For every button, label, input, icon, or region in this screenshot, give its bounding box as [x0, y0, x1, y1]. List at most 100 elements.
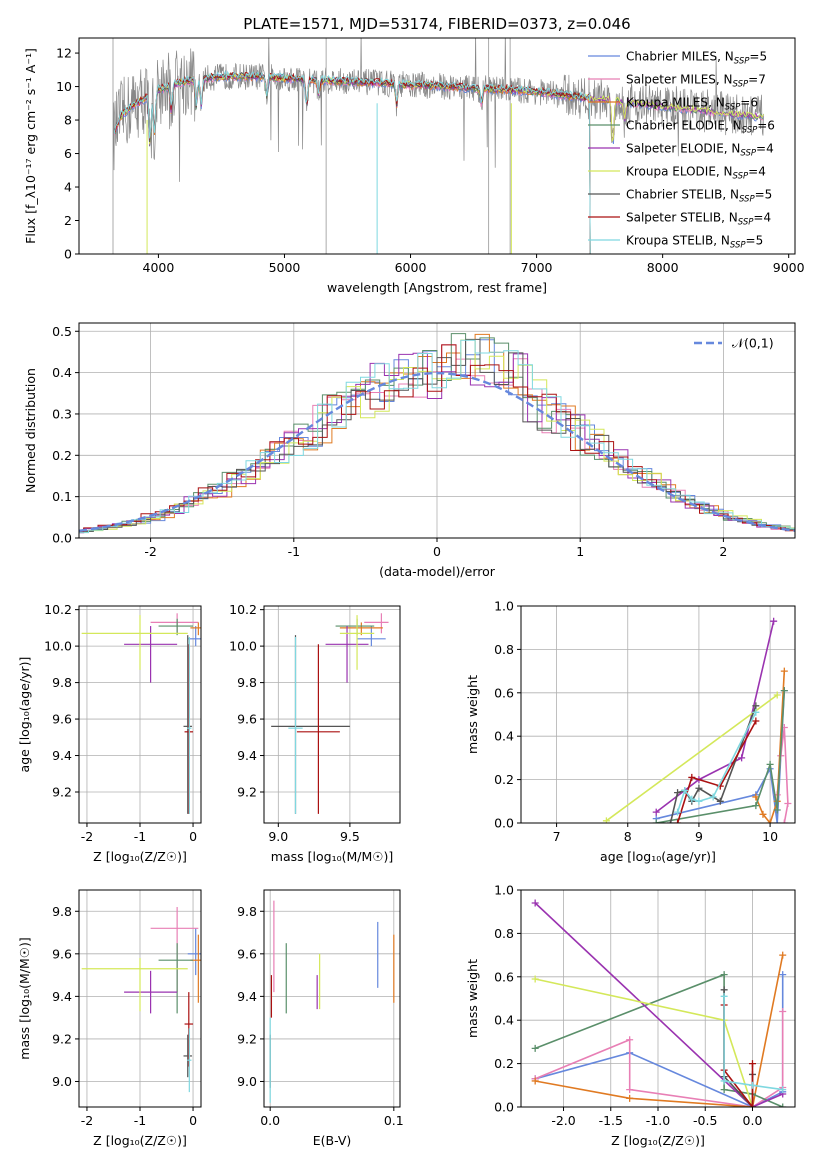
legend-nssp-sub: SSP	[733, 172, 749, 182]
point-kroupa-stelib	[187, 637, 192, 814]
y-tick-label: 9.8	[237, 675, 257, 690]
plot-area	[79, 333, 795, 534]
legend-label-salpeter-stelib: Salpeter STELIB, NSSP=4	[626, 211, 771, 228]
point-kroupa-stelib	[288, 637, 303, 814]
marker	[688, 795, 696, 803]
legend-nssp-value: 5	[759, 50, 767, 64]
marker	[709, 793, 717, 801]
y-tick-label: 9.4	[237, 989, 257, 1004]
y-axis-label: mass weight	[465, 675, 480, 754]
marker	[720, 1086, 728, 1094]
legend-nssp-prefix: , N	[717, 50, 734, 64]
marker	[748, 1060, 756, 1068]
plot-spectrum: 4000 5000 6000 7000 8000 9000 0 2 4 6 8 10 12 wavelen…	[23, 37, 805, 295]
y-tick-label: 9.6	[52, 946, 72, 961]
marker	[626, 1086, 634, 1094]
plot-area	[531, 899, 787, 1107]
y-tick-label: 2	[64, 213, 72, 228]
marker	[779, 1086, 787, 1094]
histogram-salpeter-stelib	[79, 344, 795, 533]
plot-area	[269, 900, 395, 1103]
legend-label-chabrier-stelib: Chabrier STELIB, NSSP=5	[626, 188, 772, 205]
point-salpeter-miles	[150, 907, 199, 993]
histogram-kroupa-stelib	[79, 339, 795, 534]
marker	[779, 971, 787, 979]
legend-label-salpeter-elodie: Salpeter ELODIE, NSSP=4	[626, 142, 774, 159]
y-tick-label: 0.6	[494, 685, 514, 700]
y-tick-label: 9.2	[237, 785, 257, 800]
plot-mass-vs-EBV: 0.0 0.1 9.0 9.2 9.4 9.6 9.8 E(B-V)	[237, 889, 404, 1148]
x-tick-label: -0.5	[693, 1113, 717, 1128]
marker	[626, 1094, 634, 1102]
marker	[748, 1103, 756, 1107]
marker	[779, 951, 787, 959]
marker	[720, 986, 728, 994]
plot-age-vs-mass: 9.0 9.5 9.2 9.4 9.6 9.8 10.0 10.2 mass [log₁₀(M/…	[229, 602, 401, 864]
legend-model-name: Salpeter STELIB	[626, 211, 721, 225]
y-tick-label: 4	[64, 180, 72, 195]
y-tick-label: 10.2	[44, 602, 72, 617]
series-kroupa-elodie	[535, 978, 754, 1107]
y-axis-label: age [log₁₀(age/yr)]	[17, 657, 32, 773]
axes-frame	[78, 37, 796, 255]
marker	[738, 754, 746, 762]
plot-age-vs-Z: -2 -1 0 9.2 9.4 9.6 9.8 10.0 10.2 Z [log₁₀(Z/Z☉)]…	[17, 602, 202, 864]
y-tick-label: 0.8	[494, 926, 514, 941]
legend-nssp-sub: SSP	[739, 195, 755, 205]
y-tick-label: 0.4	[494, 1013, 514, 1028]
y-tick-label: 9.0	[237, 1074, 257, 1089]
y-tick-label: 9.2	[237, 1031, 257, 1046]
x-tick-label: 8	[624, 829, 632, 844]
plot-area	[112, 38, 764, 254]
point-chabrier-elodie	[158, 943, 194, 1014]
series-kroupa-elodie	[605, 694, 778, 822]
y-tick-label: 0.0	[52, 531, 72, 546]
legend-label-kroupa-miles: Kroupa MILES, NSSP=6	[626, 96, 758, 113]
y-tick-label: 0.1	[52, 489, 72, 504]
legend-nssp-sub: SSP	[733, 80, 749, 90]
x-tick-label: 8000	[647, 260, 679, 275]
marker	[674, 819, 682, 823]
legend-nssp-sub: SSP	[734, 57, 750, 67]
y-tick-label: 10.0	[229, 639, 257, 654]
marker	[674, 789, 682, 797]
legend-nssp-sub: SSP	[730, 241, 746, 251]
legend-nssp-value: 4	[766, 142, 774, 156]
normal-curve	[79, 371, 795, 532]
point-salpeter-elodie	[124, 626, 178, 683]
legend-nssp-eq: =	[757, 119, 767, 133]
legend-nssp-value: 6	[750, 96, 758, 110]
point-chabrier-miles	[187, 626, 201, 647]
y-tick-label: 0.2	[494, 1056, 514, 1071]
y-tick-label: 9.2	[52, 785, 72, 800]
y-tick-label: 0.0	[494, 816, 514, 831]
y-tick-label: 0.6	[494, 969, 514, 984]
y-tick-label: 0.0	[494, 1100, 514, 1115]
marker	[531, 1044, 539, 1052]
plot-area	[81, 613, 201, 814]
marker	[780, 819, 788, 823]
legend-nssp-sub: SSP	[740, 149, 756, 159]
legend-model-name: Salpeter ELODIE	[626, 142, 724, 156]
y-tick-label: 10	[56, 79, 72, 94]
series-salpeter-elodie	[534, 902, 784, 1107]
series-salpeter-elodie	[655, 621, 775, 813]
legend-label-chabrier-elodie: Chabrier ELODIE, NSSP=6	[626, 119, 775, 136]
x-tick-label: -1.0	[646, 1113, 670, 1128]
series-salpeter-stelib	[676, 720, 757, 823]
legend-nssp-eq: =	[748, 165, 758, 179]
y-tick-label: 0.2	[52, 448, 72, 463]
point-chabrier-miles	[357, 626, 386, 647]
y-axis-label: mass weight	[465, 959, 480, 1038]
marker	[752, 717, 760, 725]
y-tick-label: 9.8	[237, 904, 257, 919]
x-axis-label: Z [log₁₀(Z/Z☉)]	[93, 1133, 187, 1148]
marker	[716, 797, 724, 805]
x-tick-label: -1.5	[599, 1113, 623, 1128]
point-kroupa-miles	[190, 622, 201, 636]
y-tick-label: 9.4	[52, 989, 72, 1004]
plot-area	[602, 617, 792, 823]
legend-nssp-sub: SSP	[742, 126, 758, 136]
plot-area	[271, 613, 389, 814]
